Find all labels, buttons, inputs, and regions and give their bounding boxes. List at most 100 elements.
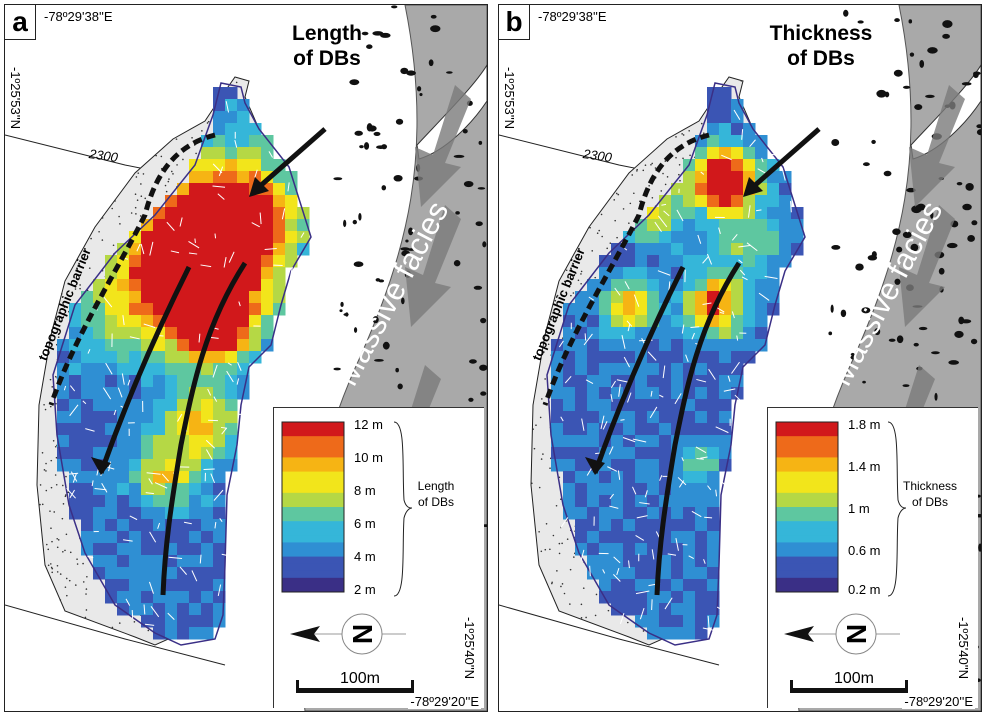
- deposit-cell: [201, 555, 214, 568]
- stipple-dot: [563, 592, 566, 595]
- deposit-cell: [117, 543, 130, 556]
- deposit-cell: [81, 363, 94, 376]
- deposit-cell: [635, 303, 648, 316]
- deposit-cell: [767, 183, 780, 196]
- deposit-cell: [683, 459, 696, 472]
- deposit-cell: [129, 519, 142, 532]
- deposit-cell: [647, 531, 660, 544]
- db-stroke: [129, 336, 140, 340]
- deposit-cell: [201, 519, 214, 532]
- db-stroke: [85, 428, 95, 432]
- deposit-cell: [611, 303, 624, 316]
- stipple-dot: [617, 193, 620, 196]
- db-stroke: [654, 221, 662, 232]
- deposit-cell: [105, 543, 118, 556]
- panel-letter: b: [499, 5, 530, 40]
- db-stroke: [613, 574, 621, 582]
- clast: [913, 342, 919, 347]
- deposit-cell: [117, 519, 130, 532]
- db-stroke: [150, 605, 160, 618]
- deposit-cell: [767, 255, 780, 268]
- deposit-cell: [237, 315, 250, 328]
- stipple-dot: [79, 287, 81, 290]
- deposit-cell: [647, 447, 660, 460]
- deposit-cell: [201, 255, 214, 268]
- stipple-dot: [63, 306, 66, 308]
- db-stroke: [212, 364, 218, 378]
- deposit-cell: [671, 183, 684, 196]
- deposit-cell: [69, 327, 82, 340]
- flow-arrow: [405, 205, 461, 327]
- deposit-cell: [225, 423, 238, 436]
- legend-color-step: [776, 528, 838, 536]
- deposit-cell: [647, 471, 660, 484]
- deposit-cell: [671, 495, 684, 508]
- deposit-cell: [707, 459, 720, 472]
- stipple-dot: [111, 626, 114, 629]
- db-stroke: [623, 356, 631, 368]
- db-stroke: [583, 333, 593, 346]
- db-stroke: [602, 569, 606, 574]
- db-stroke: [68, 472, 79, 475]
- deposit-cell: [189, 411, 202, 424]
- deposit-cell: [551, 459, 564, 472]
- deposit-cell: [719, 123, 732, 136]
- deposit-cell: [731, 99, 744, 112]
- deposit-cell: [635, 579, 648, 592]
- db-stroke: [678, 480, 685, 488]
- legend-color-step: [776, 443, 838, 451]
- deposit-cell: [719, 207, 732, 220]
- deposit-cell: [201, 531, 214, 544]
- stipple-dot: [50, 459, 53, 462]
- deposit-cell: [249, 327, 262, 340]
- flow-path-line: [98, 265, 192, 474]
- legend-tick-label: 12 m: [354, 417, 383, 432]
- deposit-cell: [695, 159, 708, 172]
- deposit-cell: [129, 507, 142, 520]
- deposit-cell: [201, 399, 214, 412]
- deposit-cell: [249, 207, 262, 220]
- stipple-dot: [62, 503, 65, 505]
- db-stroke: [194, 238, 196, 243]
- clast: [909, 52, 915, 57]
- clast: [359, 145, 364, 149]
- flow-path-line: [592, 265, 686, 474]
- deposit-cell: [599, 459, 612, 472]
- deposit-cell: [225, 183, 238, 196]
- deposit-cell: [695, 435, 708, 448]
- db-stroke: [738, 244, 751, 248]
- clast: [930, 210, 934, 219]
- deposit-cell: [213, 495, 226, 508]
- db-stroke: [289, 267, 293, 279]
- deposit-cell: [587, 555, 600, 568]
- legend-color-step: [776, 549, 838, 558]
- db-stroke: [581, 418, 585, 431]
- deposit-cell: [153, 375, 166, 388]
- deposit-cell: [177, 507, 190, 520]
- deposit-cell: [659, 315, 672, 328]
- clast: [861, 307, 871, 314]
- db-stroke: [618, 384, 621, 397]
- db-stroke: [613, 556, 621, 564]
- deposit-cell: [731, 219, 744, 232]
- legend-tick-label: 1.4 m: [848, 459, 881, 474]
- deposit-cell: [225, 147, 238, 160]
- deposit-cell: [213, 171, 226, 184]
- legend-brace: [393, 421, 413, 597]
- deposit-cell: [213, 375, 226, 388]
- deposit-cell: [225, 111, 238, 124]
- deposit-cell: [767, 195, 780, 208]
- deposit-cell: [743, 219, 756, 232]
- legend-color-step: [776, 457, 838, 465]
- deposit-cell: [285, 207, 298, 220]
- deposit-cell: [177, 243, 190, 256]
- stipple-dot: [538, 530, 540, 533]
- deposit-cell: [611, 339, 624, 352]
- deposit-cell: [189, 243, 202, 256]
- deposit-cell: [249, 123, 262, 136]
- db-stroke: [140, 243, 145, 255]
- stipple-dot: [45, 470, 47, 472]
- db-stroke: [677, 477, 687, 486]
- clast: [831, 139, 840, 146]
- deposit-cell: [213, 447, 226, 460]
